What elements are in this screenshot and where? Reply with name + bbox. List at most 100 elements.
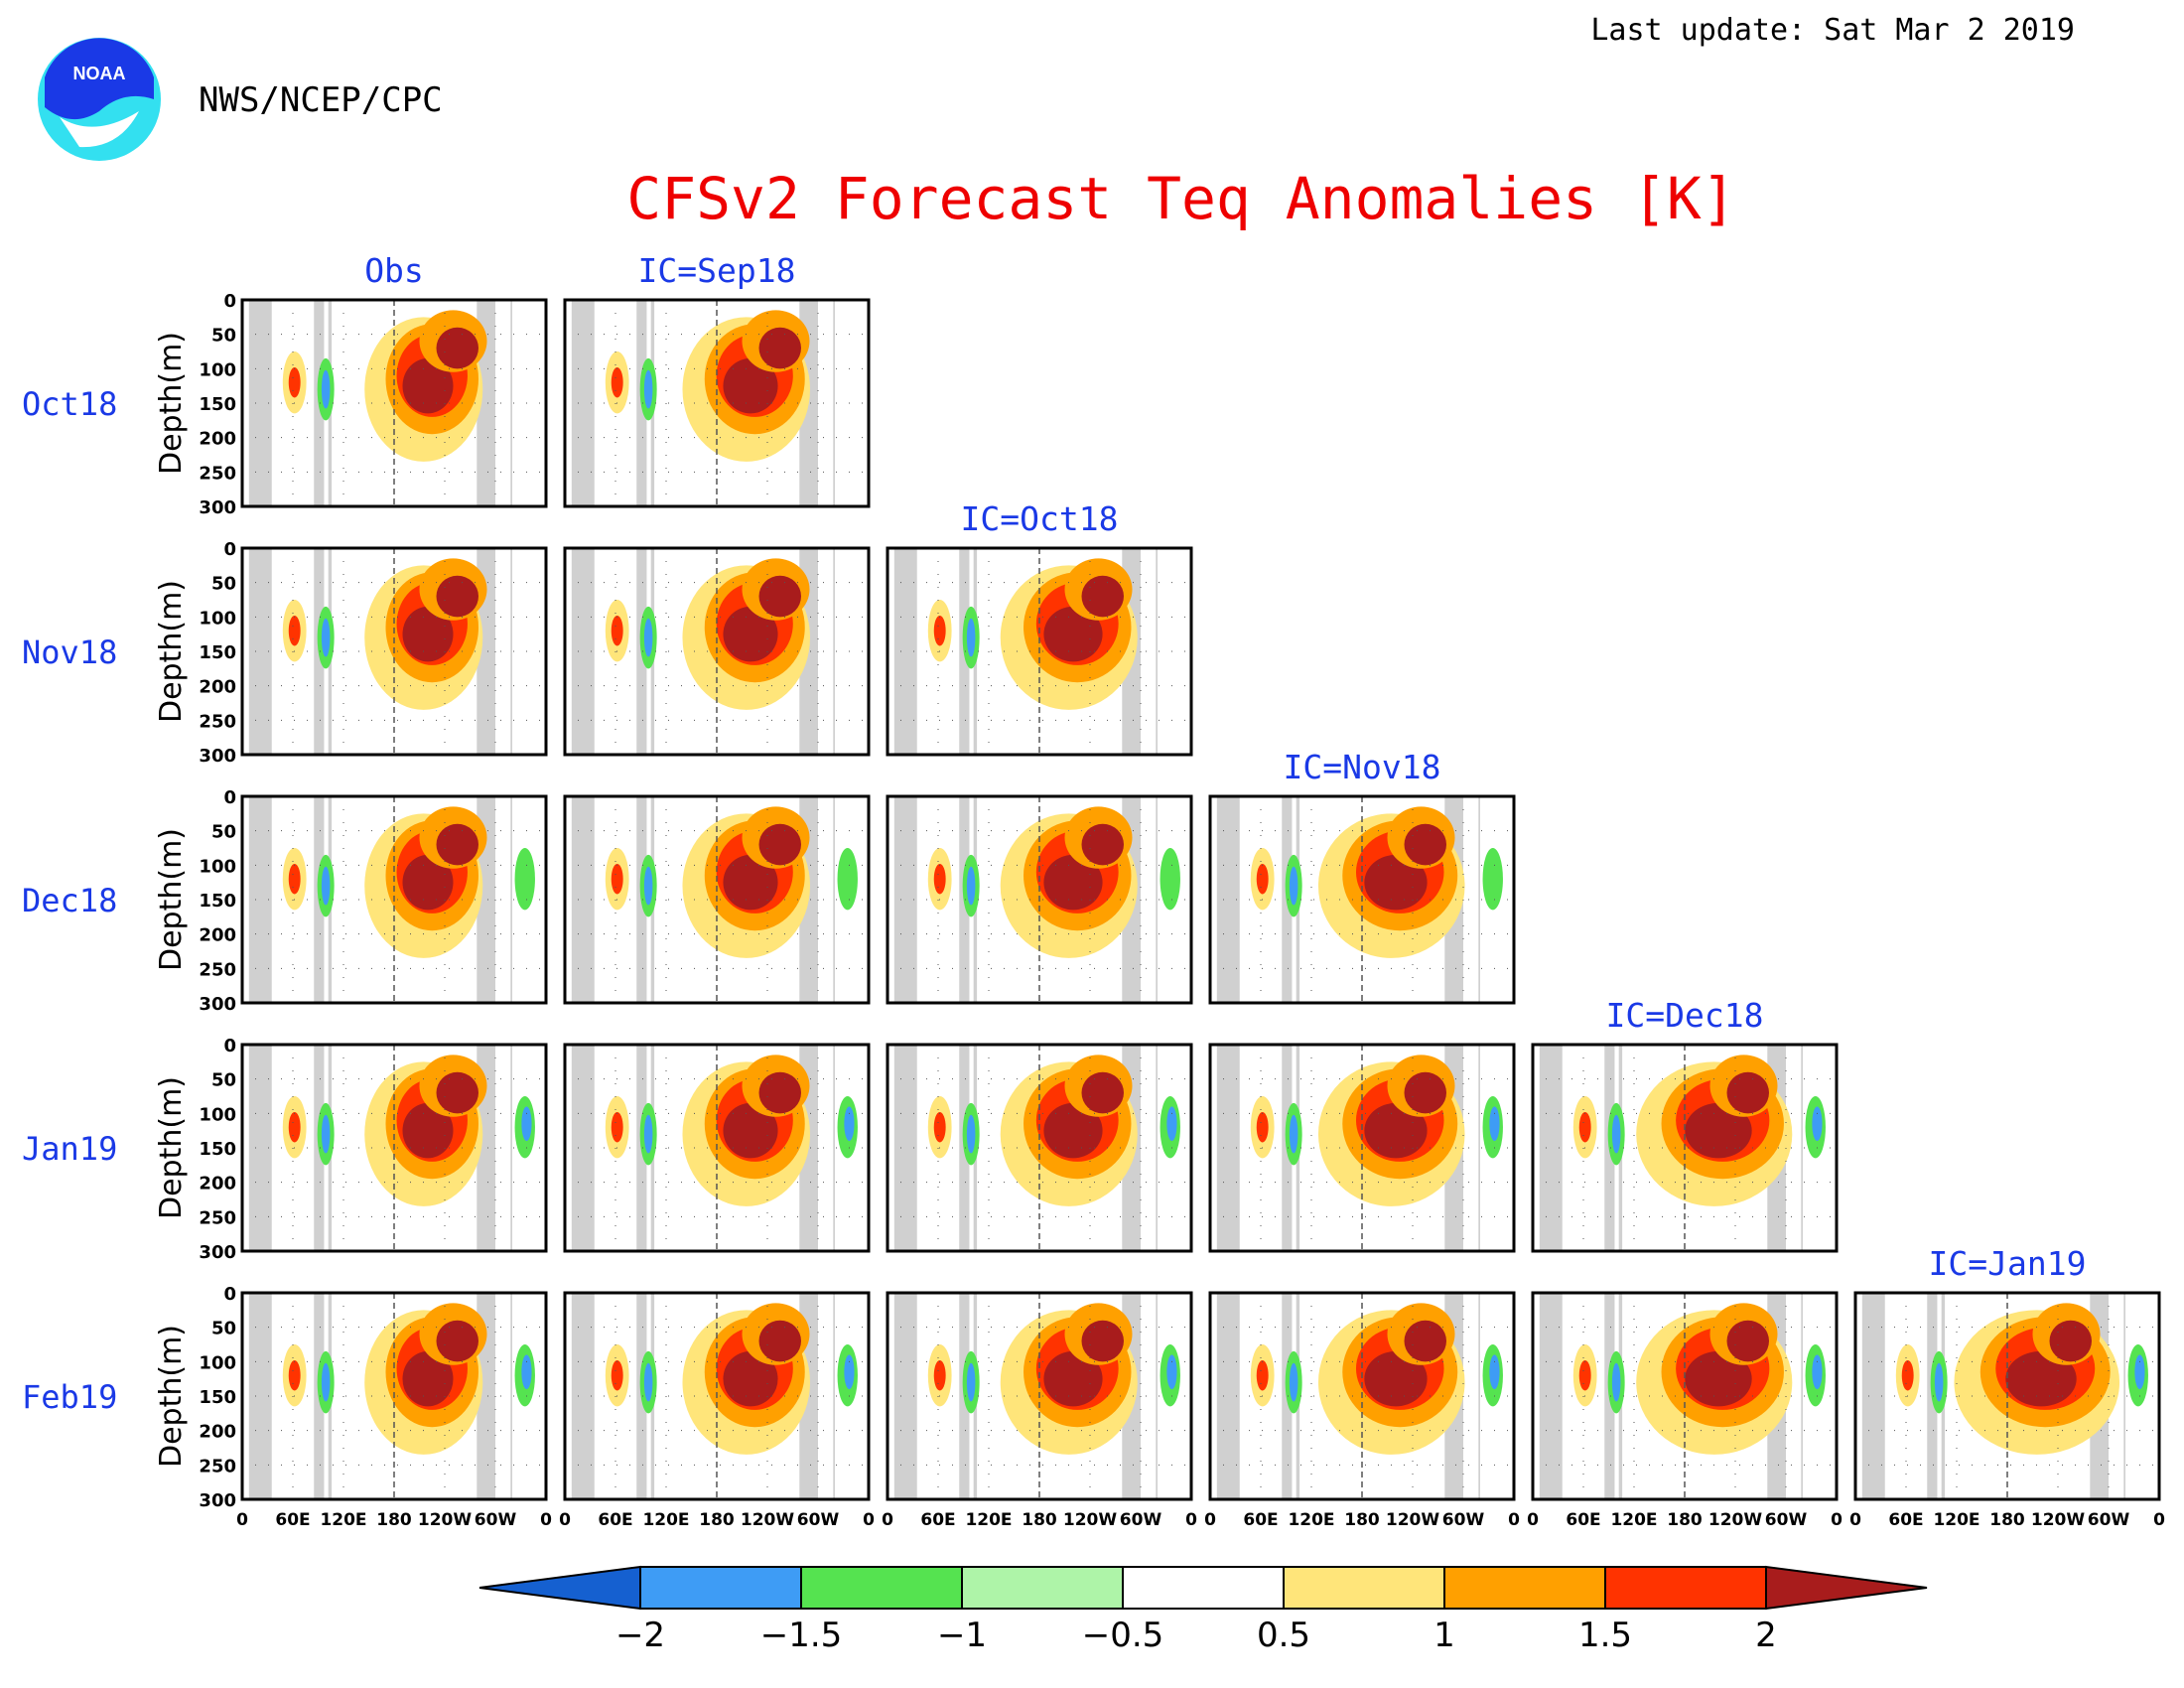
cold-anomaly [1160, 848, 1180, 911]
cold-anomaly [837, 848, 858, 911]
x-tick-label: 60W [797, 1510, 840, 1530]
cold-anomaly [643, 618, 653, 657]
x-tick-label: 0 [1527, 1510, 1539, 1530]
x-tick-label: 120E [1610, 1510, 1657, 1530]
land-mask [1156, 548, 1158, 755]
x-tick-label: 120W [2031, 1510, 2085, 1530]
land-mask [833, 1045, 835, 1251]
warm-anomaly [933, 1111, 946, 1143]
cold-anomaly [966, 1114, 976, 1154]
forecast-panel [1208, 1043, 1516, 1253]
forecast-panel: 0 60E 120E 180 120W 60W 0 [1849, 1291, 2165, 1530]
panel-frame [240, 1291, 548, 1501]
column-label: IC=Sep18 [638, 251, 796, 290]
colorbar-swatch [639, 1566, 802, 1610]
land-mask [510, 300, 512, 506]
x-tick-label: 0 [1185, 1510, 1197, 1530]
cold-anomaly [514, 848, 535, 911]
warm-anomaly [1081, 575, 1124, 618]
y-axis-label: Depth(m) [154, 1076, 189, 1219]
colorbar-swatch [1604, 1566, 1767, 1610]
land-mask [248, 1045, 272, 1251]
forecast-panel: 0 50 100 150 200 250 300 Depth(m) [154, 291, 548, 518]
cold-anomaly [521, 1106, 532, 1142]
forecast-panel [886, 1043, 1193, 1253]
land-mask [833, 548, 835, 755]
cold-anomaly [643, 1362, 653, 1402]
row-label: Feb19 [22, 1378, 117, 1416]
land-mask [248, 548, 272, 755]
y-tick-label: 300 [199, 1242, 236, 1263]
y-tick-label: 250 [199, 463, 236, 484]
noaa-logo: NOAA [38, 38, 161, 161]
agency-name: NWS/NCEP/CPC [199, 80, 443, 120]
panel-frame [1531, 1043, 1839, 1253]
panel-frame [240, 1043, 548, 1253]
warm-anomaly [2005, 1350, 2077, 1407]
y-tick-label: 200 [199, 925, 236, 946]
warm-anomaly [1256, 1359, 1269, 1391]
cold-anomaly [321, 1114, 331, 1154]
forecast-panel: 0 50 100 150 200 250 300 Depth(m) [154, 787, 548, 1015]
warm-anomaly [436, 575, 478, 618]
y-tick-label: 50 [211, 822, 236, 843]
warm-anomaly [1404, 823, 1446, 866]
y-tick-label: 0 [223, 787, 236, 808]
x-tick-label: 60W [1120, 1510, 1162, 1530]
warm-anomaly [436, 823, 478, 866]
land-mask [1539, 1045, 1563, 1251]
cold-anomaly [1934, 1362, 1944, 1402]
forecast-panel: 0 50 100 150 200 250 300 Depth(m) [154, 539, 548, 767]
y-axis-label: Depth(m) [154, 332, 189, 475]
warm-anomaly [1081, 823, 1124, 866]
panel-frame [1208, 794, 1516, 1005]
x-tick-label: 60W [1442, 1510, 1485, 1530]
warm-anomaly [1578, 1359, 1591, 1391]
land-mask [1216, 796, 1240, 1003]
last-update: Last update: Sat Mar 2 2019 [1590, 13, 2075, 48]
cold-anomaly [1812, 1106, 1823, 1142]
x-tick-label: 180 [1344, 1510, 1380, 1530]
warm-anomaly [1726, 1071, 1769, 1114]
land-mask [571, 1293, 595, 1499]
warm-anomaly [1043, 854, 1103, 911]
y-tick-label: 300 [199, 746, 236, 767]
x-tick-label: 120W [741, 1510, 794, 1530]
warm-anomaly [758, 1320, 801, 1362]
y-tick-label: 200 [199, 1174, 236, 1195]
warm-anomaly [402, 606, 454, 662]
cold-anomaly [321, 866, 331, 906]
cold-anomaly [1482, 848, 1503, 911]
land-mask [571, 1045, 595, 1251]
column-label: Obs [364, 251, 424, 290]
land-mask [1539, 1293, 1563, 1499]
panel-frame [1853, 1291, 2161, 1501]
y-tick-label: 50 [211, 326, 236, 347]
cold-anomaly [1489, 1354, 1500, 1390]
warm-anomaly [611, 615, 623, 646]
y-tick-label: 250 [199, 711, 236, 732]
x-tick-label: 60E [275, 1510, 310, 1530]
warm-anomaly [1256, 1111, 1269, 1143]
warm-anomaly [758, 327, 801, 369]
warm-anomaly [723, 357, 778, 414]
warm-anomaly [1685, 1102, 1752, 1159]
warm-anomaly [1901, 1359, 1914, 1391]
y-tick-label: 250 [199, 959, 236, 980]
warm-anomaly [1364, 854, 1428, 911]
x-tick-label: 60W [1765, 1510, 1808, 1530]
land-mask [510, 1045, 512, 1251]
x-tick-label: 120E [320, 1510, 366, 1530]
y-tick-label: 150 [199, 642, 236, 663]
panel-frame [886, 1291, 1193, 1501]
land-mask [893, 548, 917, 755]
land-mask [1156, 1293, 1158, 1499]
cold-anomaly [966, 866, 976, 906]
y-tick-label: 0 [223, 539, 236, 560]
land-mask [510, 1293, 512, 1499]
colorbar: −2 −1.5 −1 −0.5 0.5 1 1.5 2 [478, 1565, 1928, 1655]
y-tick-label: 0 [223, 291, 236, 312]
y-tick-label: 200 [199, 677, 236, 698]
cold-anomaly [2134, 1354, 2145, 1390]
